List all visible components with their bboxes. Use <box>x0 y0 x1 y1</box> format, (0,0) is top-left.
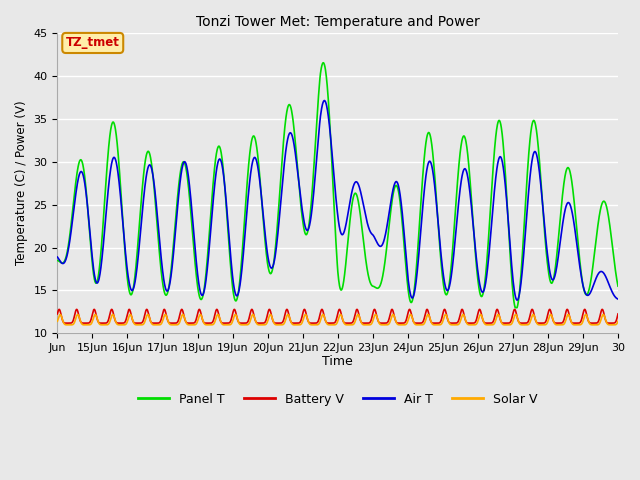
Battery V <box>54 311 61 317</box>
Battery V <box>82 320 90 326</box>
Solar V <box>614 318 622 324</box>
Line: Air T: Air T <box>58 100 618 300</box>
Air T <box>495 155 503 161</box>
Solar V <box>65 322 73 328</box>
Panel T <box>311 144 319 150</box>
Solar V <box>598 313 606 319</box>
Air T <box>513 297 521 303</box>
Panel T <box>511 305 519 311</box>
Battery V <box>326 320 334 326</box>
Text: TZ_tmet: TZ_tmet <box>66 36 120 49</box>
Solar V <box>598 313 606 319</box>
Y-axis label: Temperature (C) / Power (V): Temperature (C) / Power (V) <box>15 101 28 265</box>
Legend: Panel T, Battery V, Air T, Solar V: Panel T, Battery V, Air T, Solar V <box>133 388 542 411</box>
Panel T <box>495 118 503 123</box>
Battery V <box>598 307 606 312</box>
Solar V <box>54 318 61 324</box>
X-axis label: Time: Time <box>323 355 353 368</box>
Panel T <box>598 200 606 206</box>
Line: Panel T: Panel T <box>58 63 618 308</box>
Line: Solar V: Solar V <box>58 314 618 325</box>
Air T <box>321 97 328 103</box>
Panel T <box>319 60 327 66</box>
Battery V <box>312 320 319 326</box>
Air T <box>311 174 319 180</box>
Battery V <box>598 307 606 312</box>
Air T <box>326 131 334 137</box>
Solar V <box>326 322 334 328</box>
Title: Tonzi Tower Met: Temperature and Power: Tonzi Tower Met: Temperature and Power <box>196 15 479 29</box>
Air T <box>54 254 61 260</box>
Battery V <box>195 307 203 312</box>
Battery V <box>614 311 622 317</box>
Panel T <box>598 201 606 206</box>
Panel T <box>326 129 334 134</box>
Line: Battery V: Battery V <box>58 310 618 323</box>
Solar V <box>495 313 503 319</box>
Air T <box>82 190 90 195</box>
Panel T <box>54 258 61 264</box>
Panel T <box>82 186 90 192</box>
Solar V <box>83 322 90 328</box>
Air T <box>598 269 606 275</box>
Solar V <box>56 312 64 317</box>
Battery V <box>495 313 503 319</box>
Solar V <box>312 322 319 328</box>
Panel T <box>614 283 622 289</box>
Air T <box>614 296 622 302</box>
Battery V <box>83 320 90 326</box>
Air T <box>598 269 606 275</box>
